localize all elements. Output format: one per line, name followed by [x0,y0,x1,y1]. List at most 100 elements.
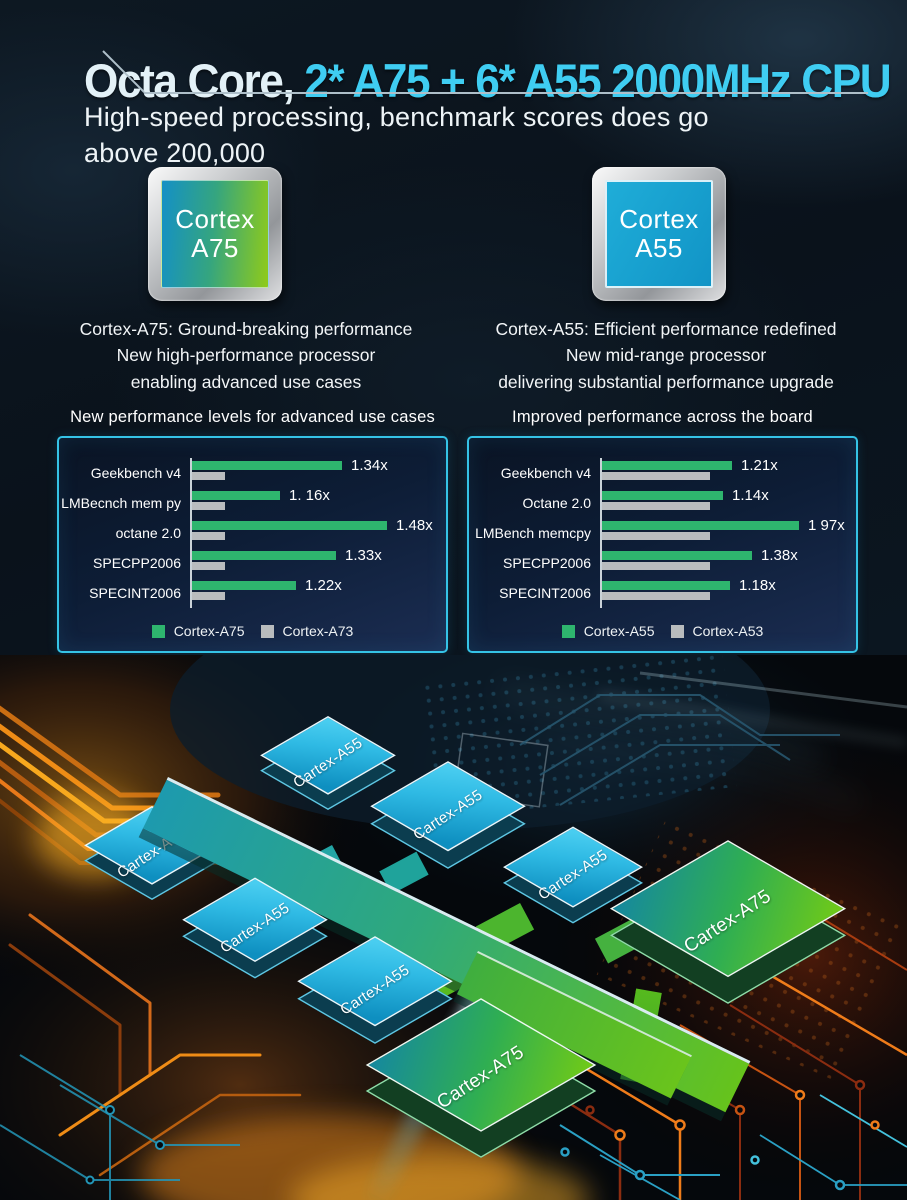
legend-swatch-gray [260,624,274,638]
series-bar-gray [192,592,225,600]
legend-item: Cortex-A73 [260,623,354,639]
category-label: LMBench memcpy [475,525,591,541]
chart-legend: Cortex-A55 Cortex-A53 [469,623,856,639]
series-bar-green: 1.18x [602,577,776,594]
chart-title: Improved performance across the board [512,408,813,426]
series-bar-green: 1. 16x [192,487,330,504]
series-bar-gray [602,592,710,600]
desc-line: delivering substantial performance upgra… [498,371,834,392]
category-label: SPECPP2006 [93,555,181,571]
title-underline [144,92,868,94]
legend-item: Cortex-A55 [561,623,655,639]
chip-card-line1: Cortex [175,203,255,234]
chart-axis [190,458,192,608]
desc-line: enabling advanced use cases [130,371,362,392]
desc-line: Cortex-A55: Efficient performance redefi… [495,319,837,339]
chart-a75-vs-a73: New performance levels for advanced use … [57,408,448,653]
chart-axis [600,458,602,608]
series-bar-gray [602,532,710,540]
chart-row: SPECINT2006 1.18x [469,576,856,606]
chart-panel: Geekbench v4 1.34x LMBecnch mem py 1. 16… [57,436,448,653]
subtitle-line-2: above 200,000 [84,137,266,168]
chip-card-line2: A55 [635,233,683,263]
subtitle: High-speed processing, benchmark scores … [84,100,709,171]
series-bar-gray [602,502,710,510]
value-label: 1.38x [761,547,798,564]
chart-row: Geekbench v4 1.21x [469,456,856,486]
value-label: 1.22x [305,577,342,594]
top-section: Octa Core, 2* A75 + 6* A55 2000MHz CPU H… [0,0,907,655]
value-label: 1.34x [351,457,388,474]
value-label: 1. 16x [289,487,330,504]
cortex-a55-chip-card: Cortex A55 [592,167,726,301]
series-bar-green: 1.34x [192,457,388,474]
chart-title: New performance levels for advanced use … [70,408,435,426]
subtitle-line-1: High-speed processing, benchmark scores … [84,102,709,132]
title-accent-part: 2* A75 + 6* A55 2000MHz CPU [304,54,891,108]
cpu-core-a55: Cartex-A55 [370,761,526,869]
circuit-board-illustration: Cartex-A55 Cartex-A55 Cartex-A55 Cartex-… [0,655,907,1200]
chart-row: octane 2.0 1.48x [59,516,446,546]
cpu-core-a75: Cartex-A75 [365,997,596,1158]
legend-swatch-gray [670,624,684,638]
value-label: 1.14x [732,487,769,504]
series-bar-green: 1.22x [192,577,342,594]
value-label: 1.21x [741,457,778,474]
category-label: SPECINT2006 [89,585,181,601]
desc-line: New high-performance processor [116,345,376,366]
category-label: SPECINT2006 [499,585,591,601]
series-bar-green: 1.33x [192,547,382,564]
legend-label: Cortex-A73 [282,623,354,639]
value-label: 1.48x [396,517,433,534]
category-label: LMBecnch mem py [61,495,181,511]
category-label: Octane 2.0 [522,495,592,511]
series-bar-gray [602,562,710,570]
cortex-a75-description: Cortex-A75: Ground-breaking performance … [31,316,461,395]
chip-card-line2: A75 [191,233,239,263]
series-bar-gray [192,532,225,540]
cpu-core-a75: Cartex-A75 [609,840,847,1004]
chart-row: LMBecnch mem py 1. 16x [59,486,446,516]
cortex-a75-chip-face: Cortex A75 [161,180,269,288]
legend-label: Cortex-A75 [173,623,245,639]
series-bar-green: 1 97x [602,517,845,534]
chart-a55-vs-a53: Improved performance across the board Ge… [467,408,858,653]
page-title: Octa Core, 2* A75 + 6* A55 2000MHz CPU [84,53,892,108]
legend-item: Cortex-A53 [670,623,764,639]
title-light-part: Octa Core, [84,54,305,108]
chart-row: LMBench memcpy 1 97x [469,516,856,546]
chart-legend: Cortex-A75 Cortex-A73 [59,623,446,639]
chip-card-line1: Cortex [619,203,699,234]
chart-row: SPECPP2006 1.33x [59,546,446,576]
series-bar-gray [192,472,225,480]
cortex-a55-description: Cortex-A55: Efficient performance redefi… [451,316,881,395]
series-bar-green: 1.14x [602,487,769,504]
category-label: octane 2.0 [115,525,181,541]
series-bar-gray [192,562,225,570]
desc-line: New mid-range processor [565,345,767,366]
chart-panel: Geekbench v4 1.21x Octane 2.0 1.14x LMBe… [467,436,858,653]
category-label: Geekbench v4 [90,465,181,481]
chart-row: SPECINT2006 1.22x [59,576,446,606]
chart-row: Octane 2.0 1.14x [469,486,856,516]
legend-item: Cortex-A75 [151,623,245,639]
cortex-a55-chip-face: Cortex A55 [605,180,713,288]
legend-label: Cortex-A53 [692,623,764,639]
category-label: SPECPP2006 [503,555,591,571]
legend-label: Cortex-A55 [583,623,655,639]
cortex-a75-chip-card: Cortex A75 [148,167,282,301]
category-label: Geekbench v4 [500,465,591,481]
value-label: 1.18x [739,577,776,594]
value-label: 1.33x [345,547,382,564]
series-bar-gray [192,502,225,510]
desc-line: Cortex-A75: Ground-breaking performance [79,319,413,339]
chart-row: SPECPP2006 1.38x [469,546,856,576]
series-bar-gray [602,472,710,480]
series-bar-green: 1.48x [192,517,433,534]
value-label: 1 97x [808,517,845,534]
series-bar-green: 1.21x [602,457,778,474]
legend-swatch-green [561,624,575,638]
legend-swatch-green [151,624,165,638]
series-bar-green: 1.38x [602,547,798,564]
chart-row: Geekbench v4 1.34x [59,456,446,486]
